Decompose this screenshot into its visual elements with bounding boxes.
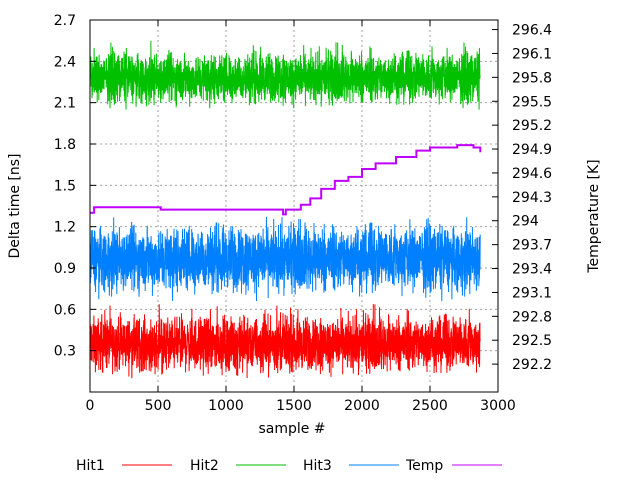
y2-tick-label: 294 [512, 214, 539, 230]
series-hit3-line [89, 216, 481, 302]
legend: Hit1 Hit2 Hit3 Temp [76, 458, 502, 474]
x-tick-label: 2000 [344, 398, 380, 414]
y-tick-label: 0.9 [54, 261, 76, 277]
y-tick-label: 0.3 [54, 344, 76, 360]
y2-tick-label: 292.8 [512, 309, 552, 325]
legend-label-hit1: Hit1 [76, 458, 105, 474]
y2-tick-label: 292.5 [512, 333, 552, 349]
x-tick-label: 1500 [276, 398, 312, 414]
y-tick-label: 2.1 [54, 96, 76, 112]
x-tick-label: 1000 [208, 398, 244, 414]
y2-tick-label: 296.4 [512, 23, 552, 39]
series-layer [89, 40, 482, 379]
y2-tick-label: 296.1 [512, 46, 552, 62]
y2-tick-label: 295.5 [512, 94, 552, 110]
series-temp-line [90, 144, 482, 216]
legend-label-hit2: Hit2 [190, 458, 219, 474]
y-axis-label: Delta time [ns] [7, 154, 23, 259]
legend-label-temp: Temp [405, 458, 443, 474]
x-tick-label: 3000 [480, 398, 516, 414]
x-axis-label: sample # [258, 421, 325, 437]
series-hit2-line [89, 40, 481, 110]
x-tick-label: 0 [86, 398, 95, 414]
y2-tick-label: 294.9 [512, 142, 552, 158]
y-tick-label: 2.4 [54, 54, 76, 70]
y-tick-label: 1.5 [54, 178, 76, 194]
x-tick-label: 500 [145, 398, 172, 414]
ticks: 0 500 1000 1500 2000 2500 3000 0.3 0.6 0.9 1.2 1.5 1… [54, 13, 552, 414]
y2-tick-label: 294.6 [512, 166, 552, 182]
y2-tick-label: 293.1 [512, 285, 552, 301]
y-tick-label: 0.6 [54, 302, 76, 318]
y2-tick-label: 293.7 [512, 238, 552, 254]
y-tick-label: 1.8 [54, 137, 76, 153]
x-tick-label: 2500 [412, 398, 448, 414]
y2-tick-label: 295.2 [512, 118, 552, 134]
y2-axis-label: Temperature [K] [586, 159, 602, 273]
y2-tick-label: 293.4 [512, 262, 552, 278]
y2-tick-label: 295.8 [512, 70, 552, 86]
y2-tick-label: 292.2 [512, 357, 552, 373]
legend-label-hit3: Hit3 [303, 458, 332, 474]
series-hit1-line [89, 304, 481, 379]
y-tick-label: 2.7 [54, 13, 76, 29]
y-tick-label: 1.2 [54, 220, 76, 236]
y2-tick-label: 294.3 [512, 190, 552, 206]
